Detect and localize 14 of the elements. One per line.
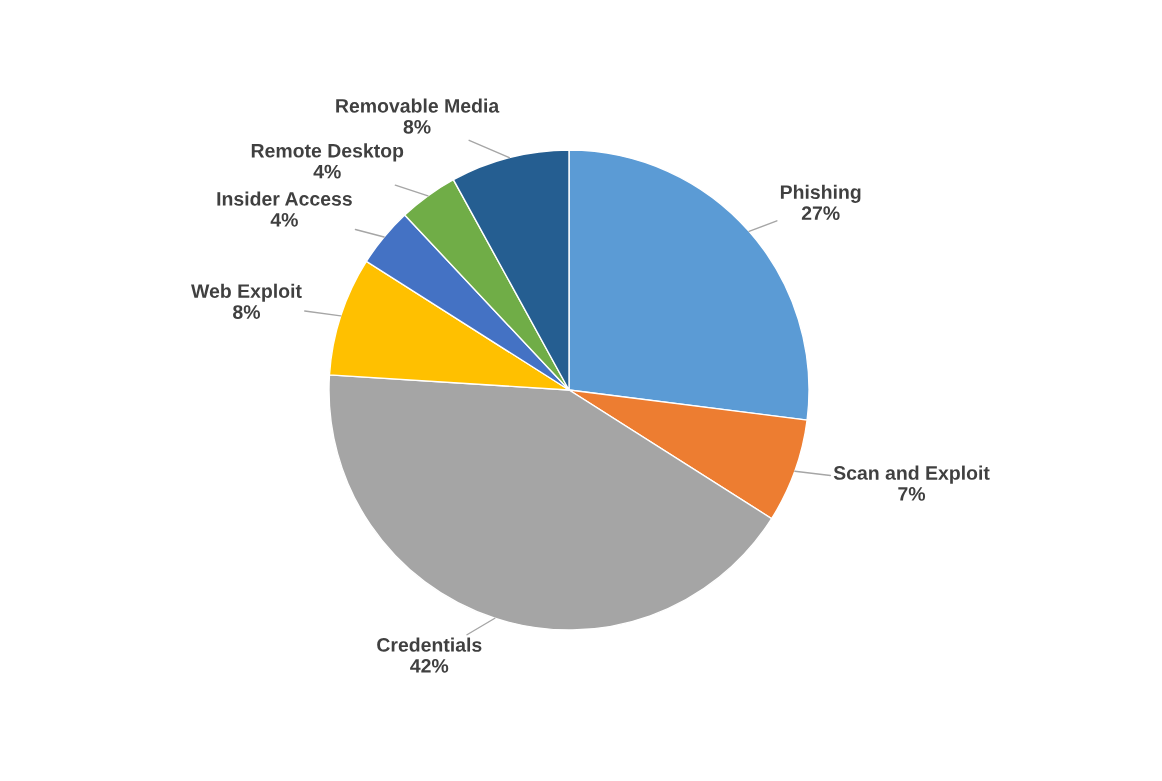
data-label: 8% (403, 119, 431, 134)
slice-label: Remote Desktop (251, 143, 404, 162)
slice-label: Scan and Exploit (833, 465, 990, 484)
data-label: 4% (313, 164, 341, 179)
data-label: 7% (898, 487, 926, 501)
slice-label: Credentials (377, 637, 482, 652)
slice-label: Phishing (780, 184, 861, 203)
data-label: 8% (233, 305, 261, 319)
data-label: 4% (270, 212, 298, 227)
slice-label: Insider Access (217, 191, 352, 206)
slice-label: Removable Media (336, 98, 500, 113)
data-label: 27% (801, 206, 840, 220)
data-label: 42% (410, 658, 449, 673)
slice-label: Web Exploit (191, 283, 302, 302)
